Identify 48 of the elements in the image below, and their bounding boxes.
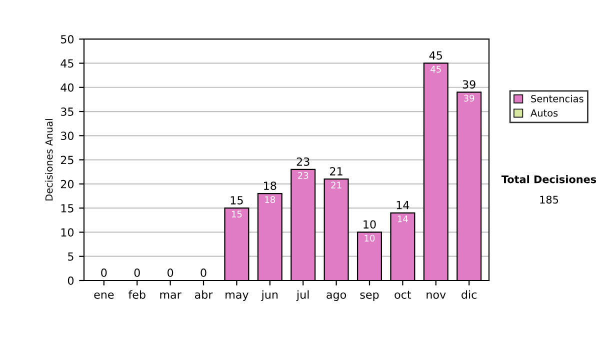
total-label: 10: [364, 220, 376, 229]
x-tick-label: oct: [394, 290, 412, 299]
data-label: 45: [430, 66, 441, 73]
y-tick-label: 30: [60, 132, 74, 140]
y-axis-title: Decisiones Anual: [45, 119, 53, 200]
y-tick-label: 20: [60, 180, 74, 188]
total-label: 0: [200, 268, 206, 277]
y-tick-label: 50: [60, 35, 74, 44]
x-tick-label: ene: [94, 292, 114, 299]
total-label: 45: [429, 51, 442, 60]
y-tick-label: 5: [68, 252, 74, 261]
x-tick-label: feb: [128, 290, 146, 299]
total-label: 18: [264, 182, 276, 190]
data-label: 14: [398, 216, 408, 222]
y-tick-label: 45: [60, 59, 74, 68]
total-label: 14: [396, 201, 410, 210]
legend-label: Sentencias: [531, 94, 584, 102]
x-tick-label: mar: [160, 292, 182, 299]
data-label: 10: [364, 234, 375, 242]
total-label: 0: [134, 268, 140, 277]
x-tick-label: jun: [261, 290, 278, 301]
text: Total Decisiones: [501, 175, 596, 184]
data-label: 15: [232, 210, 242, 218]
y-tick-label: 10: [61, 228, 74, 237]
y-tick-label: 35: [60, 107, 74, 116]
data-label: 23: [298, 172, 308, 179]
x-tick-label: nov: [426, 292, 446, 299]
data-label: 21: [331, 182, 342, 188]
total-label: 0: [101, 268, 107, 277]
x-tick-label: jul: [296, 290, 309, 301]
text: 185: [540, 196, 558, 204]
x-tick-label: sep: [360, 292, 379, 301]
legend-label: Autos: [530, 109, 558, 117]
total-label: 23: [296, 157, 310, 166]
y-tick-label: 25: [60, 156, 74, 164]
y-tick-label: 15: [61, 204, 74, 212]
x-tick-label: may: [226, 292, 248, 301]
data-label: 18: [265, 196, 276, 203]
total-label: 0: [168, 268, 174, 277]
x-tick-label: abr: [194, 290, 213, 299]
y-tick-label: 40: [60, 83, 74, 92]
total-label: 15: [230, 196, 243, 204]
x-tick-label: ago: [326, 292, 346, 301]
y-tick-label: 0: [68, 276, 74, 285]
total-label: 39: [462, 80, 476, 89]
data-label: 39: [464, 94, 474, 102]
total-label: 21: [330, 167, 342, 176]
x-tick-label: dic: [462, 290, 477, 299]
